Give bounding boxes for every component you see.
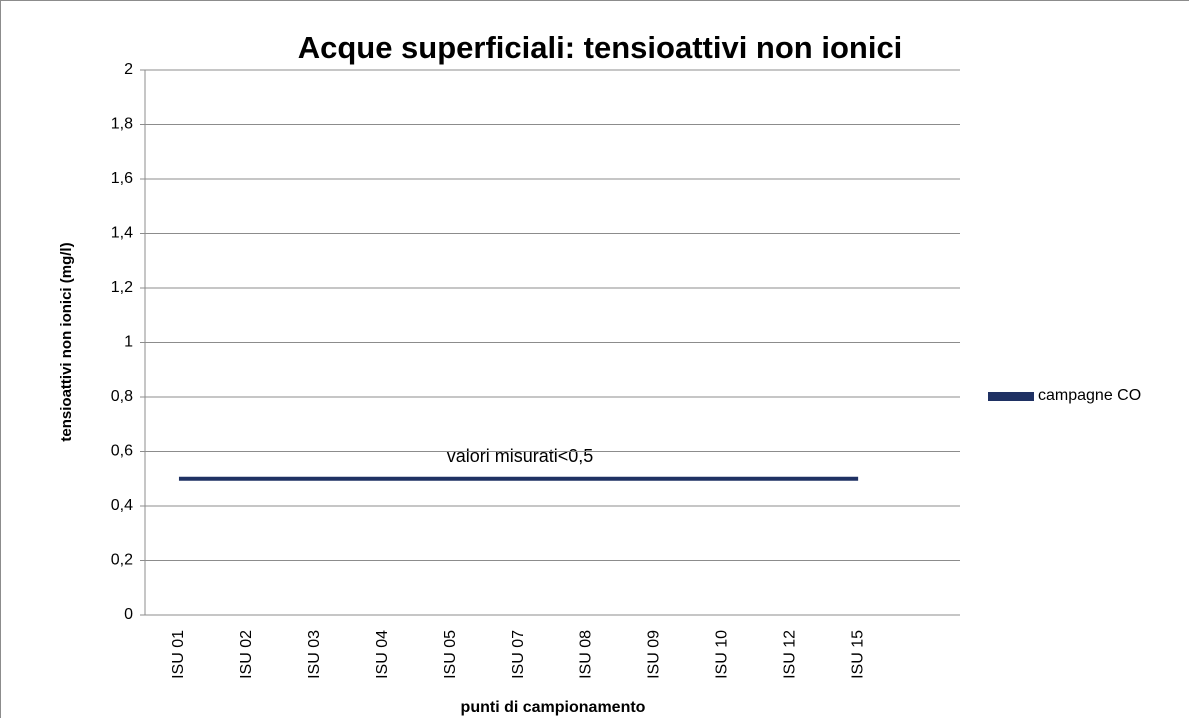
legend-swatch	[988, 392, 1034, 401]
y-tick-label: 1,8	[111, 116, 133, 133]
y-tick-label: 2	[124, 61, 133, 78]
y-tick-label: 0,6	[111, 443, 133, 460]
x-tick-label: ISU 09	[646, 630, 663, 679]
y-tick-label: 1,2	[111, 279, 133, 296]
x-tick-label: ISU 03	[306, 630, 323, 679]
x-axis-title: punti di campionamento	[461, 699, 646, 716]
x-tick-label: ISU 15	[849, 630, 866, 679]
y-tick-label: 0	[124, 606, 133, 623]
x-tick-label: ISU 04	[374, 630, 391, 679]
x-tick-label: ISU 12	[781, 630, 798, 679]
x-tick-label: ISU 01	[170, 630, 187, 679]
y-tick-label: 1,4	[111, 225, 133, 242]
chart-title: Acque superficiali: tensioattivi non ion…	[298, 30, 903, 65]
x-tick-label: ISU 08	[578, 630, 595, 679]
x-tick-label: ISU 07	[510, 630, 527, 679]
y-tick-label: 0,4	[111, 497, 133, 514]
y-tick-label: 1	[124, 334, 133, 351]
x-tick-label: ISU 10	[714, 630, 731, 679]
annotation: valori misurati<0,5	[447, 446, 594, 466]
x-tick-label: ISU 05	[442, 630, 459, 679]
y-tick-label: 1,6	[111, 170, 133, 187]
y-axis-title: tensioattivi non ionici (mg/l)	[58, 242, 75, 441]
x-tick-label: ISU 02	[238, 630, 255, 679]
y-tick-label: 0,8	[111, 388, 133, 405]
y-tick-label: 0,2	[111, 552, 133, 569]
legend-label: campagne CO	[1038, 387, 1141, 404]
